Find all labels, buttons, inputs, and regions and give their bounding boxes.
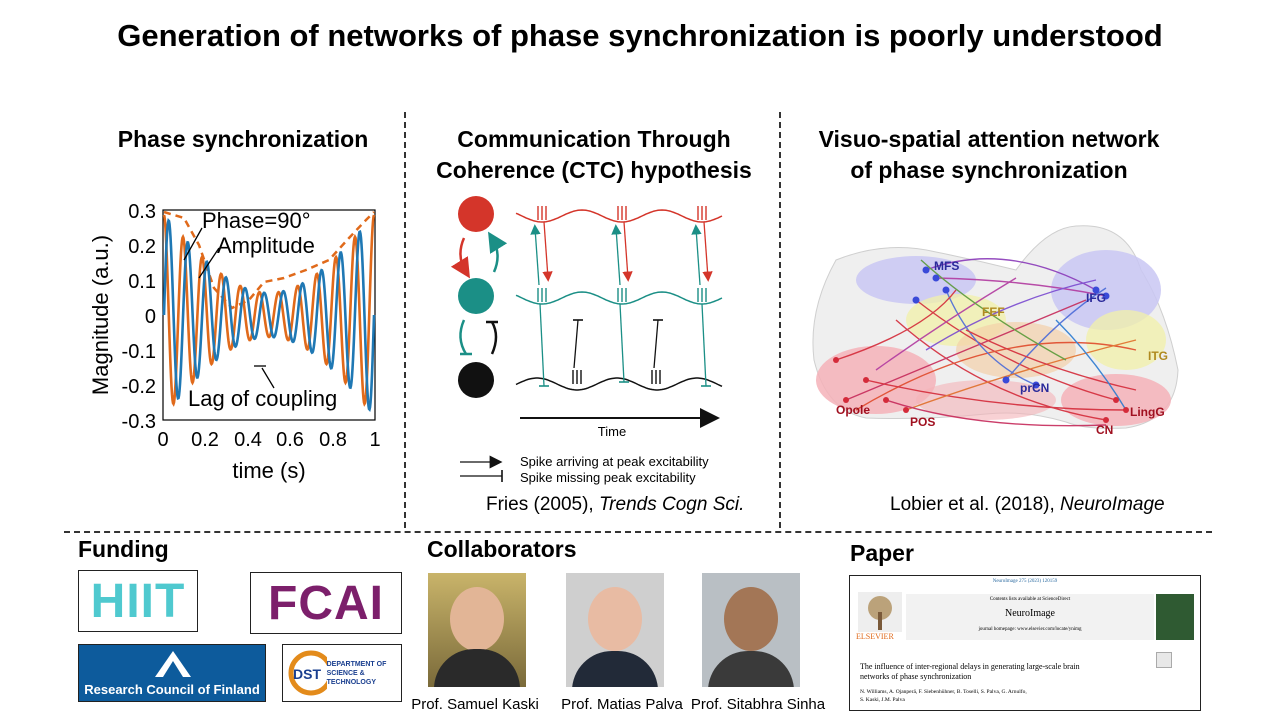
dst-emblem-icon: DST (288, 650, 327, 696)
region-label: LingG (1130, 405, 1165, 419)
hiit-logo-text: HIIT (90, 574, 186, 628)
dst-abbr: DST (293, 666, 321, 682)
ctc-title-line1: Communication Through (457, 126, 731, 152)
paper-homepage: journal homepage: www.elsevier.com/locat… (978, 627, 1082, 632)
brain-network-map: MFS IFG FEF ITG prCN Opole POS LingG CN (812, 225, 1179, 437)
dst-line2: SCIENCE & TECHNOLOGY (326, 669, 376, 686)
paper-journal-ref: NeuroImage 275 (2023) 120159 (992, 579, 1058, 584)
y-tick: 0.2 (128, 236, 156, 258)
attention-panel-title: Visuo-spatial attention network of phase… (786, 124, 1192, 186)
divider-left (404, 112, 406, 528)
y-tick: -0.3 (122, 411, 156, 433)
avatar-samuel-kaski (428, 573, 526, 687)
paper-authors: N. Williams, A. Ojanperä, F. Siebenhühne… (860, 688, 1027, 704)
attention-title-line1: Visuo-spatial attention network (818, 126, 1160, 152)
black-population (458, 362, 494, 398)
funding-header: Funding (78, 536, 169, 562)
collaborators-header: Collaborators (427, 536, 577, 562)
x-axis-label: time (s) (232, 458, 305, 483)
ctc-diagram: Time Spike arriving at peak excitability… (450, 196, 723, 485)
region-label: IFG (1086, 291, 1106, 305)
attention-citation: Lobier et al. (2018), NeuroImage (890, 494, 1165, 516)
plot-frame (162, 209, 376, 421)
phase-panel-title: Phase synchronization (117, 126, 369, 152)
x-tick: 0 (157, 429, 168, 451)
divider-horizontal (64, 531, 1212, 533)
fcai-logo-text: FCAI (268, 576, 384, 630)
avatar-matias-palva (566, 573, 664, 687)
annotation-lag: Lag of coupling (188, 386, 337, 411)
triangle-logo-icon (155, 651, 191, 677)
elsevier-label: ELSEVIER (856, 632, 894, 641)
region-label: MFS (934, 259, 959, 273)
paper-journal-name: NeuroImage (1005, 608, 1055, 619)
phase-sync-plot: 0.3 0.2 0.1 0 -0.1 -0.2 -0.3 0 0.2 0.4 0… (88, 201, 381, 483)
paper-title-line2: networks of phase synchronization (860, 672, 972, 681)
time-label: Time (598, 424, 626, 439)
ctc-panel-title: Communication Through Coherence (CTC) hy… (410, 124, 778, 186)
x-tick: 0.6 (276, 429, 304, 451)
research-council-logo: Research Council of Finland (78, 644, 266, 702)
ctc-citation-authors: Fries (2005), (486, 494, 599, 515)
teal-population (458, 278, 494, 314)
attention-title-line2: of phase synchronization (850, 157, 1128, 183)
y-tick: 0.3 (128, 201, 156, 223)
paper-masthead: Contents lists available at ScienceDirec… (906, 594, 1154, 640)
y-axis-label: Magnitude (a.u.) (88, 235, 113, 395)
paper-authors-line1: N. Williams, A. Ojanperä, F. Siebenhühne… (860, 689, 1027, 695)
collaborator-name: Prof. Matias Palva (561, 696, 683, 713)
collaborator-name: Prof. Samuel Kaski (411, 696, 539, 713)
check-updates-icon (1156, 652, 1172, 668)
ctc-citation: Fries (2005), Trends Cogn Sci. (486, 494, 744, 516)
ctc-title-line2: Coherence (CTC) hypothesis (436, 157, 752, 183)
attention-citation-journal: NeuroImage (1060, 494, 1165, 515)
dst-line1: DEPARTMENT OF (326, 660, 387, 668)
avatar-sitabhra-sinha (702, 573, 800, 687)
dst-logo: DST DEPARTMENT OF SCIENCE & TECHNOLOGY (282, 644, 402, 702)
fcai-logo: FCAI (250, 572, 402, 634)
amplitude-envelope (163, 210, 375, 310)
annotation-amplitude: Amplitude (217, 233, 315, 258)
attention-citation-authors: Lobier et al. (2018), (890, 494, 1061, 515)
legend-arrive: Spike arriving at peak excitability (520, 454, 709, 469)
region-label: prCN (1020, 381, 1049, 395)
paper-title-line1: The influence of inter-regional delays i… (860, 662, 1080, 671)
ctc-citation-journal: Trends Cogn Sci. (598, 494, 745, 515)
paper-contents-line: Contents lists available at ScienceDirec… (989, 597, 1071, 602)
elsevier-tree-icon (858, 592, 902, 632)
y-tick: -0.1 (122, 341, 156, 363)
annotation-phase: Phase=90° (202, 208, 311, 233)
x-tick: 1 (369, 429, 380, 451)
red-population (458, 196, 494, 232)
y-tick: -0.2 (122, 376, 156, 398)
x-tick: 0.8 (319, 429, 347, 451)
hiit-logo: HIIT (78, 570, 198, 632)
x-tick: 0.2 (191, 429, 219, 451)
paper-title: The influence of inter-regional delays i… (860, 662, 1080, 682)
orange-signal (162, 214, 376, 407)
region-label: FEF (982, 305, 1005, 319)
divider-right (779, 112, 781, 528)
y-tick: 0 (145, 306, 156, 328)
phase-pointer (183, 227, 203, 261)
paper-header: Paper (850, 540, 914, 566)
lag-pointer (261, 367, 275, 389)
collaborator-name: Prof. Sitabhra Sinha (690, 696, 826, 713)
research-council-text: Research Council of Finland (84, 682, 260, 697)
paper-preview[interactable]: NeuroImage 275 (2023) 120159 ELSEVIER Co… (849, 575, 1201, 711)
journal-cover-thumbnail (1156, 594, 1194, 640)
legend-miss: Spike missing peak excitability (520, 470, 696, 485)
y-tick: 0.1 (128, 271, 156, 293)
region-label: POS (910, 415, 935, 429)
region-label: ITG (1148, 349, 1168, 363)
region-label: CN (1096, 423, 1113, 437)
slide-title: Generation of networks of phase synchron… (117, 18, 1163, 53)
paper-authors-line2: S. Kaski, J.M. Palva (860, 697, 905, 703)
region-label: Opole (836, 403, 870, 417)
x-tick: 0.4 (234, 429, 262, 451)
amplitude-pointer (198, 247, 220, 279)
blue-signal (162, 218, 376, 412)
